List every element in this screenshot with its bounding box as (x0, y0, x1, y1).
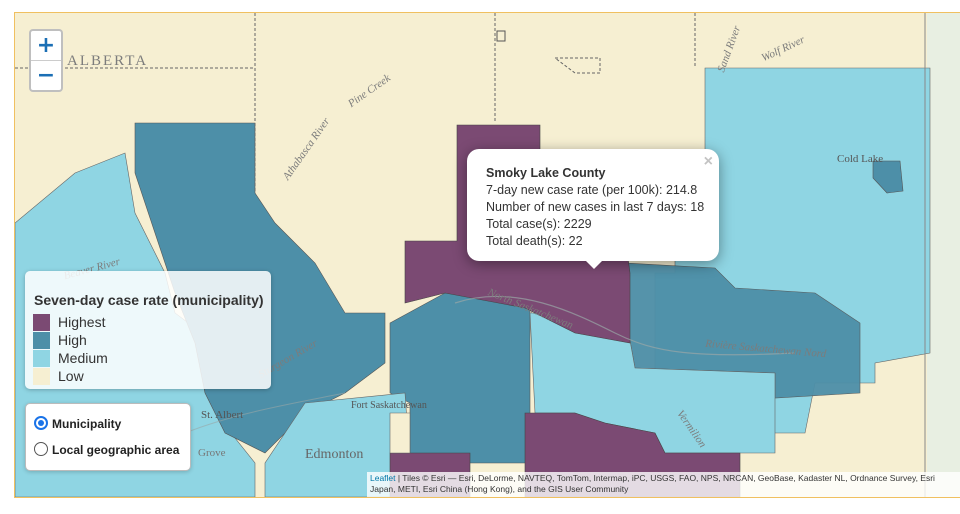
radio-local-geographic-area[interactable]: Local geographic area (34, 442, 179, 457)
popup-title: Smoky Lake County (486, 166, 606, 180)
popup-tip (584, 259, 604, 269)
zoom-control: + − (29, 29, 63, 92)
popup-line-total-deaths: Total death(s): 22 (486, 234, 583, 248)
radio-label: Municipality (52, 417, 122, 431)
layer-toggle: Municipality Local geographic area (25, 403, 191, 471)
legend-swatch (33, 350, 50, 367)
popup-line-rate: 7-day new case rate (per 100k): 214.8 (486, 183, 698, 197)
legend-item-high: High (33, 332, 87, 350)
place-label-edmonton: Edmonton (305, 447, 364, 462)
zoom-in-button[interactable]: + (36, 33, 56, 58)
map-attribution: Leaflet | Tiles © Esri — Esri, DeLorme, … (367, 472, 960, 497)
radio-municipality[interactable]: Municipality (34, 416, 121, 431)
radio-button[interactable] (34, 442, 48, 456)
close-icon[interactable]: × (703, 153, 713, 170)
popup-line-total-cases: Total case(s): 2229 (486, 217, 592, 231)
legend-label: Highest (58, 314, 106, 330)
legend-item-low: Low (33, 368, 84, 386)
legend-item-highest: Highest (33, 314, 105, 332)
radio-button-selected[interactable] (34, 416, 48, 430)
place-label-grove: Grove (198, 447, 226, 459)
place-label-cold-lake: Cold Lake (837, 153, 884, 165)
zoom-out-button[interactable]: − (31, 60, 61, 90)
legend-label: Low (58, 368, 84, 384)
legend-swatch (33, 314, 50, 331)
radio-label: Local geographic area (52, 443, 180, 457)
place-label-st-albert: St. Albert (201, 409, 244, 421)
legend-swatch (33, 332, 50, 349)
legend-item-medium: Medium (33, 350, 108, 368)
leaflet-link[interactable]: Leaflet (370, 473, 396, 483)
map-container[interactable]: ALBERTA Pine Creek Sand River Wolf River… (14, 12, 960, 498)
attribution-text: | Tiles © Esri — Esri, DeLorme, NAVTEQ, … (370, 473, 935, 494)
place-label-alberta: ALBERTA (67, 53, 149, 69)
legend-label: Medium (58, 350, 108, 366)
legend-title: Seven-day case rate (municipality) (34, 292, 264, 308)
legend-label: High (58, 332, 87, 348)
info-popup: × Smoky Lake County 7-day new case rate … (467, 149, 719, 269)
legend-swatch (33, 368, 50, 385)
popup-line-new-cases: Number of new cases in last 7 days: 18 (486, 200, 705, 214)
place-label-fort-sask: Fort Saskatchewan (351, 400, 427, 411)
legend: Seven-day case rate (municipality) Highe… (25, 271, 271, 389)
